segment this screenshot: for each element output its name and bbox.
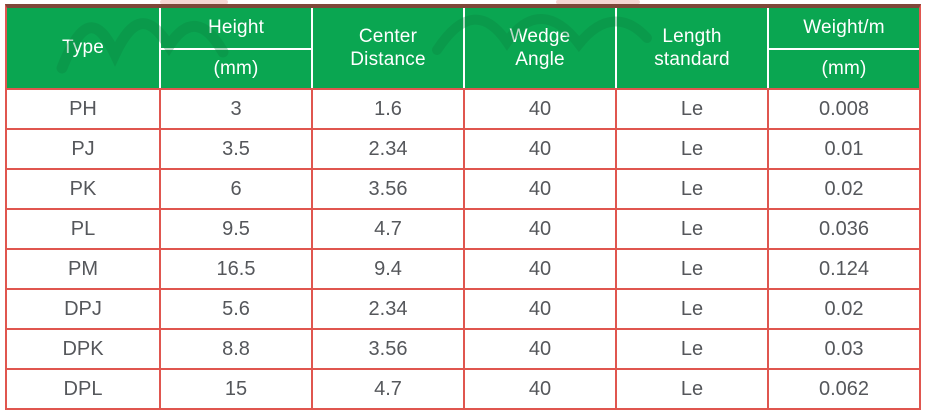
col-header-type: Type	[7, 8, 159, 88]
col-header-weight: Weight/m	[767, 8, 919, 48]
cell-weight: 0.02	[767, 168, 919, 208]
cell-center-distance: 3.56	[311, 168, 463, 208]
table-header: Type Height Center Distance Wedge Angle …	[7, 8, 919, 88]
cell-length-standard: Le	[615, 328, 767, 368]
cell-type: DPK	[7, 328, 159, 368]
cell-weight: 0.124	[767, 248, 919, 288]
table-row: DPL 15 4.7 40 Le 0.062	[7, 368, 919, 408]
cell-center-distance: 2.34	[311, 128, 463, 168]
col-header-height-unit: (mm)	[159, 48, 311, 88]
cell-type: PL	[7, 208, 159, 248]
belt-spec-table: Type Height Center Distance Wedge Angle …	[7, 8, 919, 408]
cell-height: 3.5	[159, 128, 311, 168]
cell-type: DPL	[7, 368, 159, 408]
specs-table: Type Height Center Distance Wedge Angle …	[5, 4, 921, 410]
cell-weight: 0.036	[767, 208, 919, 248]
cell-length-standard: Le	[615, 208, 767, 248]
cell-wedge-angle: 40	[463, 208, 615, 248]
col-header-center-distance: Center Distance	[311, 8, 463, 88]
watermark-swoosh	[48, 0, 126, 9]
table-row: PH 3 1.6 40 Le 0.008	[7, 88, 919, 128]
cell-weight: 0.02	[767, 288, 919, 328]
cell-weight: 0.01	[767, 128, 919, 168]
cell-length-standard: Le	[615, 248, 767, 288]
cell-type: PH	[7, 88, 159, 128]
cell-height: 9.5	[159, 208, 311, 248]
cell-weight: 0.03	[767, 328, 919, 368]
cell-length-standard: Le	[615, 168, 767, 208]
cell-wedge-angle: 40	[463, 168, 615, 208]
table-row: PL 9.5 4.7 40 Le 0.036	[7, 208, 919, 248]
cell-type: DPJ	[7, 288, 159, 328]
cell-type: PK	[7, 168, 159, 208]
cell-type: PJ	[7, 128, 159, 168]
table-row: PJ 3.5 2.34 40 Le 0.01	[7, 128, 919, 168]
cell-height: 3	[159, 88, 311, 128]
cell-length-standard: Le	[615, 128, 767, 168]
cell-center-distance: 2.34	[311, 288, 463, 328]
cell-height: 5.6	[159, 288, 311, 328]
cell-wedge-angle: 40	[463, 288, 615, 328]
col-header-wedge-angle: Wedge Angle	[463, 8, 615, 88]
table-row: PM 16.5 9.4 40 Le 0.124	[7, 248, 919, 288]
watermark-mark	[556, 0, 640, 4]
col-header-height: Height	[159, 8, 311, 48]
table-row: PK 6 3.56 40 Le 0.02	[7, 168, 919, 208]
table-body: PH 3 1.6 40 Le 0.008 PJ 3.5 2.34 40 Le 0.01 PK 6 3.56 4…	[7, 88, 919, 408]
cell-type: PM	[7, 248, 159, 288]
cell-height: 15	[159, 368, 311, 408]
col-header-length-standard: Length standard	[615, 8, 767, 88]
table-row: DPJ 5.6 2.34 40 Le 0.02	[7, 288, 919, 328]
cell-weight: 0.008	[767, 88, 919, 128]
cell-weight: 0.062	[767, 368, 919, 408]
cell-wedge-angle: 40	[463, 88, 615, 128]
cell-wedge-angle: 40	[463, 128, 615, 168]
cell-center-distance: 1.6	[311, 88, 463, 128]
cell-height: 8.8	[159, 328, 311, 368]
cell-length-standard: Le	[615, 88, 767, 128]
table-row: DPK 8.8 3.56 40 Le 0.03	[7, 328, 919, 368]
cell-length-standard: Le	[615, 368, 767, 408]
cell-height: 16.5	[159, 248, 311, 288]
cell-center-distance: 4.7	[311, 368, 463, 408]
cell-wedge-angle: 40	[463, 248, 615, 288]
cell-length-standard: Le	[615, 288, 767, 328]
cell-wedge-angle: 40	[463, 328, 615, 368]
cell-wedge-angle: 40	[463, 368, 615, 408]
cell-center-distance: 3.56	[311, 328, 463, 368]
cell-center-distance: 4.7	[311, 208, 463, 248]
watermark-mark	[160, 0, 228, 4]
cell-height: 6	[159, 168, 311, 208]
col-header-weight-unit: (mm)	[767, 48, 919, 88]
cell-center-distance: 9.4	[311, 248, 463, 288]
